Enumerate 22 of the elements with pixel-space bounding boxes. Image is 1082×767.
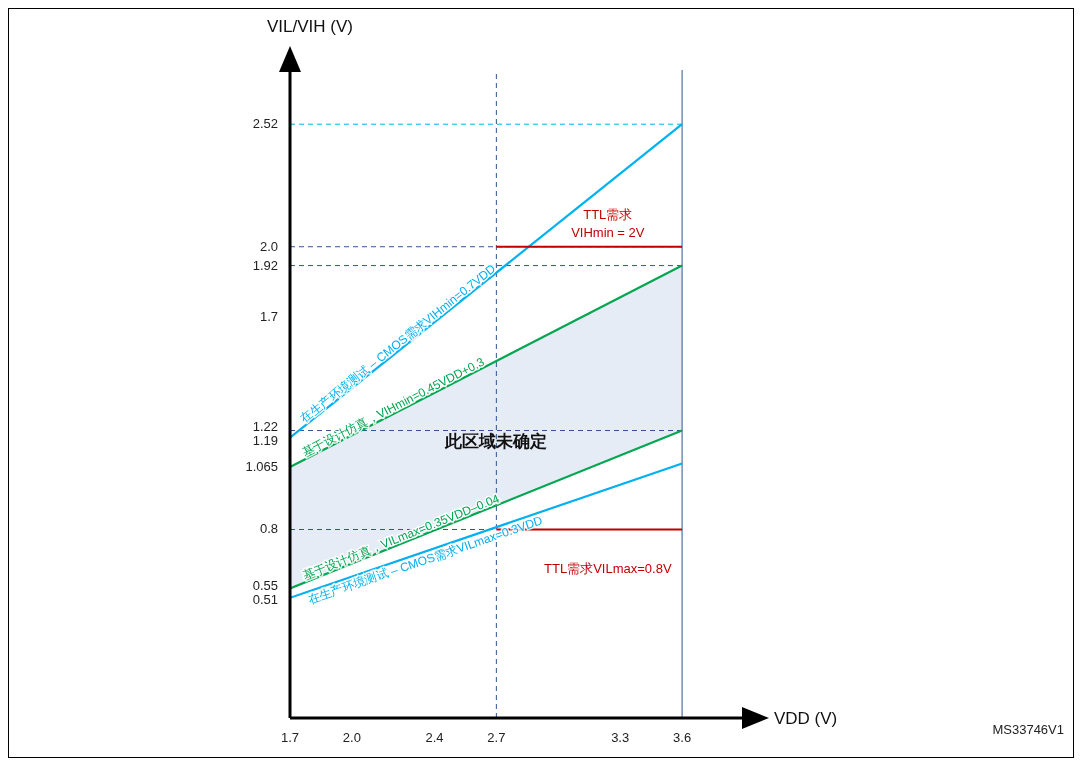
- y-tick-label: 0.55: [252, 578, 278, 594]
- y-tick-label: 1.22: [252, 419, 278, 435]
- y-tick-label: 0.51: [252, 592, 278, 608]
- x-tick-label: 3.3: [611, 730, 630, 745]
- annotation: 此区域未确定: [444, 432, 548, 452]
- x-tick-label: 3.6: [673, 730, 692, 745]
- y-tick-label: 1.92: [252, 257, 278, 273]
- y-tick-label: 1.7: [259, 309, 278, 325]
- y-tick-label: 1.19: [252, 433, 278, 449]
- y-tick-label: 2.52: [252, 116, 278, 132]
- text: TTL需求VILmax=0.8V: [544, 561, 672, 577]
- x-tick-label: 2.4: [425, 730, 444, 745]
- y-tick-label: 0.8: [259, 521, 278, 537]
- series-label: TTL需求 VIHmin = 2V: [571, 206, 645, 240]
- x-axis-title: VDD (V): [774, 709, 838, 728]
- x-tick-label: 1.7: [280, 730, 300, 745]
- y-tick-label: 1.065: [245, 459, 278, 475]
- x-tick-label: 2.0: [342, 730, 361, 745]
- x-tick-label: 2.7: [487, 730, 506, 745]
- text: MS33746V1: [992, 722, 1064, 737]
- y-tick-label: 2.0: [259, 238, 278, 254]
- y-axis-title: VIL/VIH (V): [267, 17, 353, 36]
